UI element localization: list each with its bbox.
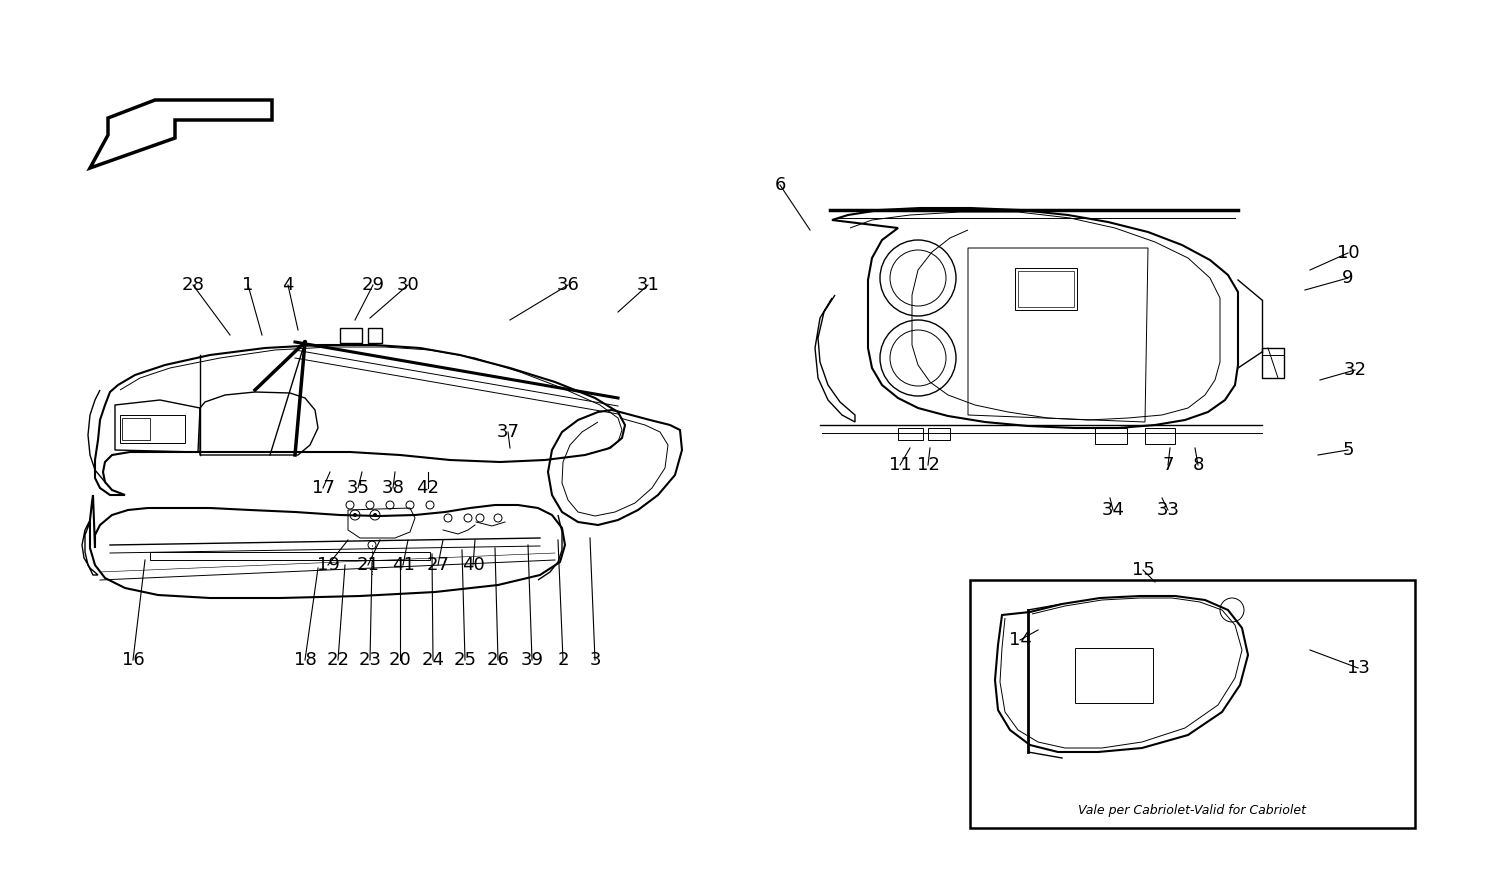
Text: 30: 30 (396, 276, 420, 294)
Text: 17: 17 (312, 479, 334, 497)
Bar (120, 415, 184, 443)
Bar (1144, 428, 1174, 444)
Text: Vale per Cabriolet-Valid for Cabriolet: Vale per Cabriolet-Valid for Cabriolet (1078, 804, 1306, 816)
Text: 7: 7 (1162, 456, 1173, 474)
Text: 34: 34 (1101, 501, 1125, 519)
Text: 16: 16 (122, 651, 144, 669)
Bar (970, 580, 1414, 828)
Text: 1: 1 (243, 276, 254, 294)
Text: 9: 9 (1342, 269, 1353, 287)
Bar (898, 428, 922, 440)
Text: 40: 40 (462, 556, 484, 574)
Text: 42: 42 (417, 479, 440, 497)
Text: 25: 25 (453, 651, 477, 669)
Bar (1016, 268, 1077, 310)
Text: 38: 38 (381, 479, 405, 497)
Text: 14: 14 (1008, 631, 1032, 649)
Bar (1262, 348, 1284, 378)
Circle shape (374, 513, 376, 517)
Text: 2: 2 (556, 651, 568, 669)
Circle shape (352, 513, 357, 517)
Text: 27: 27 (426, 556, 450, 574)
Text: 18: 18 (294, 651, 316, 669)
Text: 5: 5 (1342, 441, 1353, 459)
Text: 26: 26 (486, 651, 510, 669)
Text: 10: 10 (1336, 244, 1359, 262)
Bar (928, 428, 950, 440)
Text: 28: 28 (182, 276, 204, 294)
Text: 8: 8 (1192, 456, 1203, 474)
Text: 41: 41 (392, 556, 414, 574)
Text: 33: 33 (1156, 501, 1179, 519)
Text: 39: 39 (520, 651, 543, 669)
Text: 6: 6 (774, 176, 786, 194)
Text: 24: 24 (422, 651, 444, 669)
Text: 3: 3 (590, 651, 600, 669)
Text: 37: 37 (496, 423, 519, 441)
Text: 31: 31 (636, 276, 660, 294)
Bar (1019, 271, 1074, 307)
Bar (1076, 648, 1154, 703)
Polygon shape (90, 100, 272, 168)
Text: 4: 4 (282, 276, 294, 294)
Bar (150, 552, 430, 560)
Bar (1095, 428, 1126, 444)
Text: 20: 20 (388, 651, 411, 669)
Bar (340, 328, 362, 343)
Bar (122, 418, 150, 440)
Text: 32: 32 (1344, 361, 1366, 379)
Text: 15: 15 (1131, 561, 1155, 579)
Text: 19: 19 (316, 556, 339, 574)
Text: 12: 12 (916, 456, 939, 474)
Text: 21: 21 (357, 556, 380, 574)
Text: 36: 36 (556, 276, 579, 294)
Text: 35: 35 (346, 479, 369, 497)
Text: 23: 23 (358, 651, 381, 669)
Text: 29: 29 (362, 276, 384, 294)
Bar (368, 328, 382, 343)
Text: 13: 13 (1347, 659, 1370, 677)
Text: 22: 22 (327, 651, 350, 669)
Text: 11: 11 (888, 456, 912, 474)
